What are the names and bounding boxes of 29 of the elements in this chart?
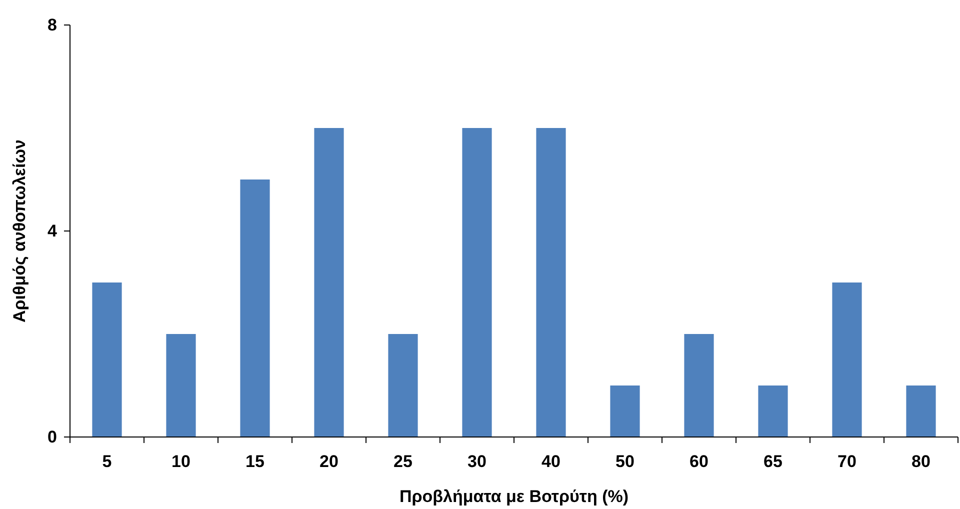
x-tick-label: 70 xyxy=(838,452,856,471)
bar xyxy=(832,282,862,437)
bar xyxy=(684,334,714,437)
y-axis-title: Αριθμός ανθοπωλείων xyxy=(10,139,29,323)
x-tick-label: 65 xyxy=(764,452,782,471)
x-tick-label: 20 xyxy=(320,452,338,471)
x-tick-label: 25 xyxy=(394,452,412,471)
x-tick-label: 80 xyxy=(912,452,930,471)
y-tick-label: 0 xyxy=(48,427,57,446)
x-tick-label: 15 xyxy=(246,452,264,471)
x-axis-title: Προβλήματα με Βοτρύτη (%) xyxy=(399,487,629,506)
bar xyxy=(240,180,270,437)
bar xyxy=(388,334,418,437)
bar xyxy=(314,128,344,437)
bar xyxy=(536,128,566,437)
x-tick-label: 10 xyxy=(172,452,190,471)
bar xyxy=(92,282,122,437)
y-tick-label: 4 xyxy=(48,221,58,240)
x-tick-label: 60 xyxy=(690,452,708,471)
bar xyxy=(166,334,196,437)
bar xyxy=(610,386,640,437)
bar xyxy=(758,386,788,437)
x-tick-label: 30 xyxy=(468,452,486,471)
x-tick-label: 40 xyxy=(542,452,560,471)
x-tick-label: 5 xyxy=(102,452,112,471)
bar xyxy=(462,128,492,437)
bar xyxy=(906,386,936,437)
x-tick-label: 50 xyxy=(616,452,634,471)
y-tick-label: 8 xyxy=(48,15,57,34)
